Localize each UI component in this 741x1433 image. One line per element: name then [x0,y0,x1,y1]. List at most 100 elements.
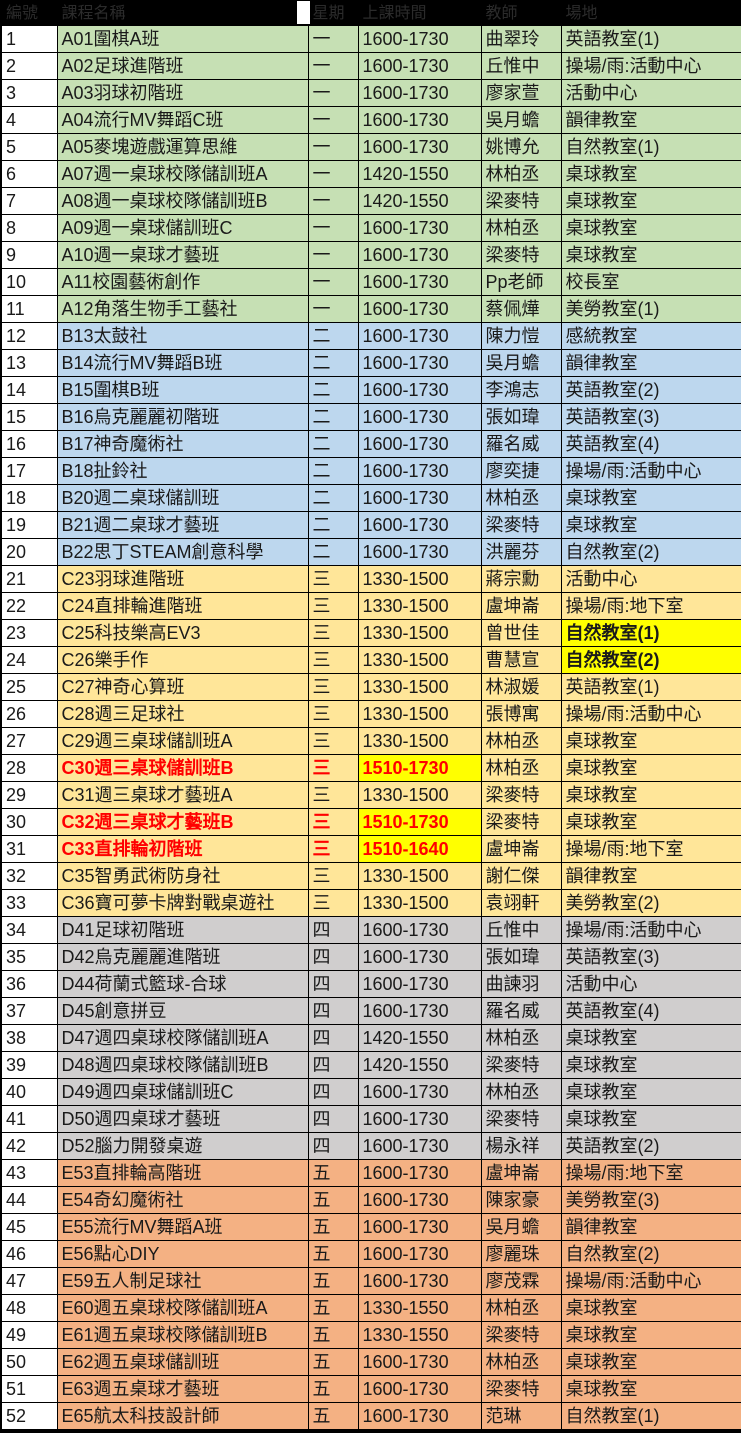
teacher-cell[interactable]: 陳力愷 [480,322,562,350]
course-name-cell[interactable]: C24直排輪進階班 [56,592,309,620]
course-name-cell[interactable]: A05麥塊遊戲運算思維 [56,133,309,161]
course-name-cell[interactable]: A11校園藝術創作 [56,268,309,296]
row-number-cell[interactable]: 1 [0,25,58,53]
row-number-cell[interactable]: 41 [0,1105,58,1133]
class-time-cell[interactable]: 1600-1730 [357,1132,482,1160]
teacher-cell[interactable]: 李鴻志 [480,376,562,404]
weekday-cell[interactable]: 三 [307,889,359,917]
teacher-cell[interactable]: 林柏丞 [480,1294,562,1322]
course-name-cell[interactable]: C26樂手作 [56,646,309,674]
course-name-cell[interactable]: E62週五桌球儲訓班 [56,1348,309,1376]
class-time-cell[interactable]: 1600-1730 [357,295,482,323]
weekday-cell[interactable]: 一 [307,52,359,80]
venue-cell[interactable]: 桌球教室 [560,1051,741,1079]
course-name-cell[interactable]: B14流行MV舞蹈B班 [56,349,309,377]
weekday-cell[interactable]: 五 [307,1213,359,1241]
row-number-cell[interactable]: 17 [0,457,58,485]
class-time-cell[interactable]: 1600-1730 [357,1159,482,1187]
teacher-cell[interactable]: 姚博允 [480,133,562,161]
teacher-cell[interactable]: 蔡佩燁 [480,295,562,323]
weekday-cell[interactable]: 四 [307,916,359,944]
row-number-cell[interactable]: 29 [0,781,58,809]
weekday-cell[interactable]: 三 [307,862,359,890]
weekday-cell[interactable]: 三 [307,592,359,620]
row-number-cell[interactable]: 5 [0,133,58,161]
teacher-cell[interactable]: 袁翊軒 [480,889,562,917]
course-name-cell[interactable]: D47週四桌球校隊儲訓班A [56,1024,309,1052]
class-time-cell[interactable]: 1330-1500 [357,727,482,755]
row-number-cell[interactable]: 23 [0,619,58,647]
teacher-cell[interactable]: 盧坤崙 [480,1159,562,1187]
venue-cell[interactable]: 韻律教室 [560,862,741,890]
course-name-cell[interactable]: B13太鼓社 [56,322,309,350]
course-name-cell[interactable]: B18扯鈴社 [56,457,309,485]
course-name-cell[interactable]: A07週一桌球校隊儲訓班A [56,160,309,188]
row-number-cell[interactable]: 44 [0,1186,58,1214]
teacher-cell[interactable]: Pp老師 [480,268,562,296]
course-name-cell[interactable]: A01圍棋A班 [56,25,309,53]
teacher-cell[interactable]: 丘惟中 [480,916,562,944]
row-number-cell[interactable]: 36 [0,970,58,998]
weekday-cell[interactable]: 一 [307,25,359,53]
row-number-cell[interactable]: 24 [0,646,58,674]
row-number-cell[interactable]: 46 [0,1240,58,1268]
teacher-cell[interactable]: 梁麥特 [480,808,562,836]
venue-cell[interactable]: 自然教室(1) [560,619,741,647]
class-time-cell[interactable]: 1330-1550 [357,1294,482,1322]
row-number-cell[interactable]: 3 [0,79,58,107]
venue-cell[interactable]: 活動中心 [560,970,741,998]
venue-cell[interactable]: 韻律教室 [560,349,741,377]
course-name-cell[interactable]: D49週四桌球儲訓班C [56,1078,309,1106]
teacher-cell[interactable]: 林柏丞 [480,1348,562,1376]
row-number-cell[interactable]: 13 [0,349,58,377]
venue-cell[interactable]: 操場/雨:地下室 [560,592,741,620]
course-name-cell[interactable]: A03羽球初階班 [56,79,309,107]
course-name-cell[interactable]: A12角落生物手工藝社 [56,295,309,323]
teacher-cell[interactable]: 梁麥特 [480,511,562,539]
course-name-cell[interactable]: A08週一桌球校隊儲訓班B [56,187,309,215]
class-time-cell[interactable]: 1510-1730 [357,754,482,782]
row-number-cell[interactable]: 48 [0,1294,58,1322]
row-number-cell[interactable]: 19 [0,511,58,539]
class-time-cell[interactable]: 1330-1500 [357,565,482,593]
weekday-cell[interactable]: 三 [307,646,359,674]
class-time-cell[interactable]: 1600-1730 [357,79,482,107]
teacher-cell[interactable]: 梁麥特 [480,241,562,269]
class-time-cell[interactable]: 1330-1500 [357,673,482,701]
weekday-cell[interactable]: 一 [307,79,359,107]
class-time-cell[interactable]: 1600-1730 [357,1348,482,1376]
class-time-cell[interactable]: 1600-1730 [357,511,482,539]
venue-cell[interactable]: 桌球教室 [560,1321,741,1349]
class-time-cell[interactable]: 1510-1640 [357,835,482,863]
weekday-cell[interactable]: 二 [307,430,359,458]
teacher-cell[interactable]: 林柏丞 [480,484,562,512]
row-number-cell[interactable]: 16 [0,430,58,458]
teacher-cell[interactable]: 羅名威 [480,430,562,458]
teacher-cell[interactable]: 林柏丞 [480,754,562,782]
course-name-cell[interactable]: C25科技樂高EV3 [56,619,309,647]
course-name-cell[interactable]: E53直排輪高階班 [56,1159,309,1187]
venue-cell[interactable]: 自然教室(2) [560,1240,741,1268]
venue-cell[interactable]: 桌球教室 [560,808,741,836]
teacher-cell[interactable]: 羅名威 [480,997,562,1025]
class-time-cell[interactable]: 1600-1730 [357,106,482,134]
class-time-cell[interactable]: 1600-1730 [357,1105,482,1133]
row-number-cell[interactable]: 15 [0,403,58,431]
class-time-cell[interactable]: 1420-1550 [357,1051,482,1079]
class-time-cell[interactable]: 1600-1730 [357,322,482,350]
teacher-cell[interactable]: 林淑媛 [480,673,562,701]
weekday-cell[interactable]: 一 [307,214,359,242]
weekday-cell[interactable]: 一 [307,295,359,323]
teacher-cell[interactable]: 張如瑋 [480,403,562,431]
course-name-cell[interactable]: B16烏克麗麗初階班 [56,403,309,431]
venue-cell[interactable]: 自然教室(2) [560,646,741,674]
venue-cell[interactable]: 操場/雨:活動中心 [560,1267,741,1295]
venue-cell[interactable]: 桌球教室 [560,1348,741,1376]
course-name-cell[interactable]: C30週三桌球儲訓班B [56,754,309,782]
course-name-cell[interactable]: C27神奇心算班 [56,673,309,701]
class-time-cell[interactable]: 1600-1730 [357,268,482,296]
course-name-cell[interactable]: A10週一桌球才藝班 [56,241,309,269]
venue-cell[interactable]: 桌球教室 [560,214,741,242]
weekday-cell[interactable]: 三 [307,808,359,836]
row-number-cell[interactable]: 30 [0,808,58,836]
